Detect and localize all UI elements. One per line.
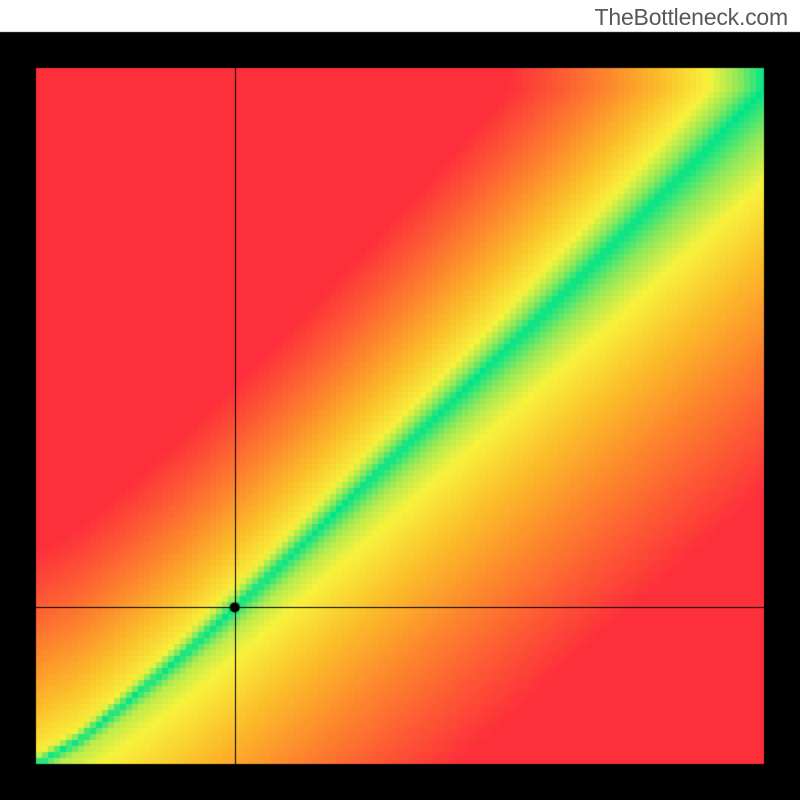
bottleneck-heatmap — [0, 0, 800, 800]
watermark-label: TheBottleneck.com — [595, 4, 788, 31]
